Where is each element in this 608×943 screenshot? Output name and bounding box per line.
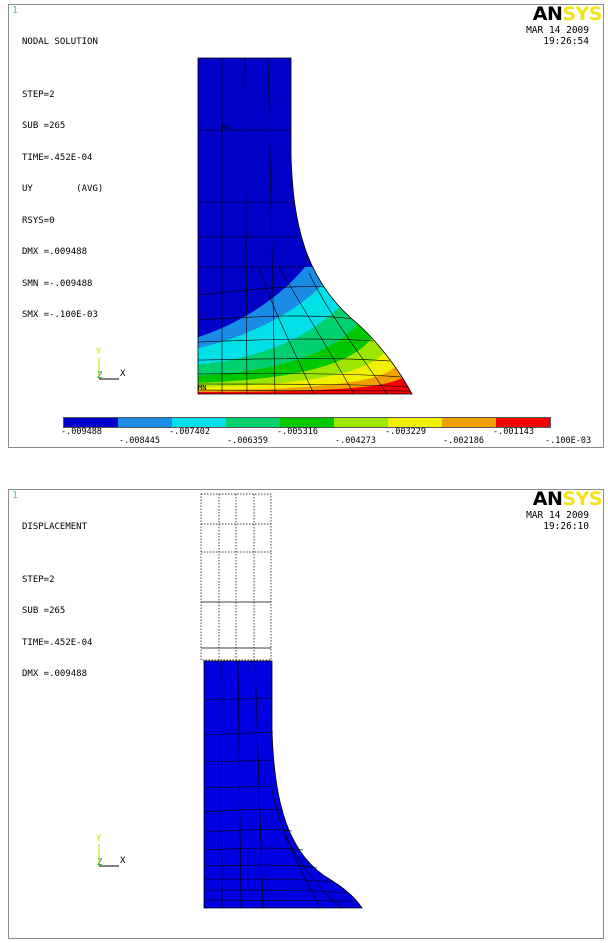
info-line: DMX =.009488 xyxy=(22,247,88,257)
time-label: 19:26:10 xyxy=(543,520,589,532)
undeformed-solid-lines xyxy=(201,601,271,649)
max-node-label: MX xyxy=(222,124,231,132)
deformed-shape-plot xyxy=(200,493,363,909)
legend-label: -.005316 xyxy=(277,427,318,437)
info-line: TIME=.452E-04 xyxy=(22,637,93,648)
mesh-lines xyxy=(198,58,412,394)
nodal-solution-window: 1 NODAL SOLUTION STEP=2 SUB =265 TIME=.4… xyxy=(8,4,604,448)
legend-label: -.001143 xyxy=(493,427,534,437)
time-label: 19:26:54 xyxy=(543,35,589,47)
legend-label: -.100E-03 xyxy=(545,436,592,446)
min-node-label: MN xyxy=(198,384,206,392)
info-line: STEP=2 xyxy=(22,89,55,100)
info-line: TIME=.452E-04 xyxy=(22,152,93,163)
timestamp: MAR 14 2009 19:26:10 xyxy=(526,510,589,532)
deformed-mesh-lines xyxy=(203,660,357,909)
info-line: DISPLACEMENT xyxy=(22,522,88,532)
legend-label: -.002186 xyxy=(443,436,484,446)
ansys-logo: ANSYS xyxy=(532,489,603,510)
info-line: STEP=2 xyxy=(22,574,55,585)
legend-swatch xyxy=(226,418,280,427)
z-axis-label: Z xyxy=(97,858,103,868)
legend-swatch xyxy=(118,418,172,427)
ansys-logo: ANSYS xyxy=(532,4,603,25)
y-axis-label: Y xyxy=(96,347,102,357)
info-line: RSYS=0 xyxy=(22,215,55,226)
info-line: SUB =265 xyxy=(22,121,66,131)
date-label: MAR 14 2009 xyxy=(526,510,589,521)
info-line: DMX =.009488 xyxy=(22,669,88,679)
z-axis-label: Z xyxy=(97,371,103,381)
contour-plot: MX MN xyxy=(197,57,413,395)
info-line: SMX =-.100E-03 xyxy=(22,310,98,320)
model-outline xyxy=(197,57,413,395)
timestamp: MAR 14 2009 19:26:54 xyxy=(526,25,589,47)
y-axis-label: Y xyxy=(96,834,102,844)
window-number: 1 xyxy=(12,5,19,16)
displacement-info-block: DISPLACEMENT STEP=2 SUB =265 TIME=.452E-… xyxy=(22,501,92,701)
legend-swatch xyxy=(280,418,334,427)
contour-legend-bar xyxy=(63,417,551,428)
window-number: 1 xyxy=(12,490,19,501)
date-label: MAR 14 2009 xyxy=(526,25,589,36)
displacement-window: 1 DISPLACEMENT STEP=2 SUB =265 TIME=.452… xyxy=(8,489,604,939)
info-line: SMN =-.009488 xyxy=(22,278,93,289)
solution-info-block: NODAL SOLUTION STEP=2 SUB =265 TIME=.452… xyxy=(22,16,103,342)
info-line: UY (AVG) xyxy=(22,184,104,194)
info-line: SUB =265 xyxy=(22,606,66,616)
info-line: NODAL SOLUTION xyxy=(22,37,98,47)
legend-label: -.009488 xyxy=(61,427,102,437)
legend-label: -.004273 xyxy=(335,436,376,446)
legend-label: -.006359 xyxy=(227,436,268,446)
legend-swatch xyxy=(496,418,550,427)
x-axis-label: X xyxy=(120,369,126,379)
legend-swatch xyxy=(172,418,226,427)
x-axis-label: X xyxy=(120,856,126,866)
undeformed-outline xyxy=(200,493,272,661)
legend-swatch xyxy=(334,418,388,427)
legend-label: -.003229 xyxy=(385,427,426,437)
legend-swatch xyxy=(64,418,118,427)
legend-label: -.007402 xyxy=(169,427,210,437)
legend-swatch xyxy=(442,418,496,427)
legend-label: -.008445 xyxy=(119,436,160,446)
deformed-mesh xyxy=(203,660,363,909)
legend-swatch xyxy=(388,418,442,427)
